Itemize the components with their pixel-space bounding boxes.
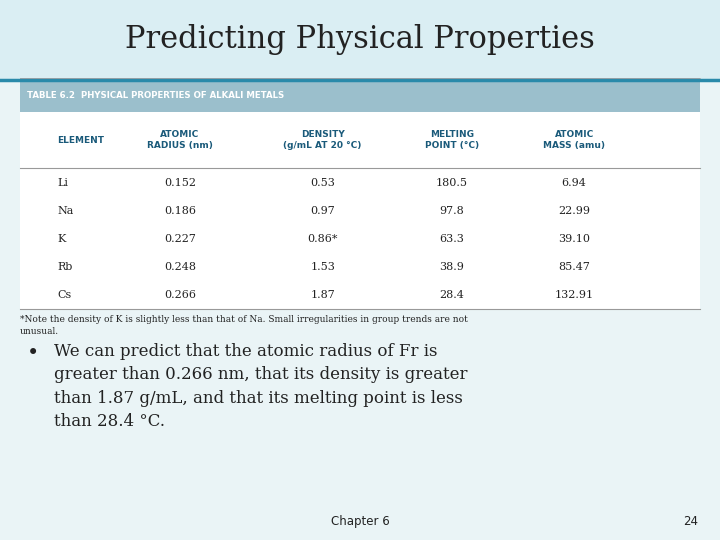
Text: ATOMIC
RADIUS (nm): ATOMIC RADIUS (nm) — [147, 130, 213, 150]
Text: 1.87: 1.87 — [310, 290, 335, 300]
Bar — [20, 78, 700, 112]
Text: 22.99: 22.99 — [558, 206, 590, 215]
Text: *Note the density of K is slightly less than that of Na. Small irregularities in: *Note the density of K is slightly less … — [20, 315, 468, 336]
Bar — [20, 112, 700, 168]
Text: DENSITY
(g/mL AT 20 °C): DENSITY (g/mL AT 20 °C) — [284, 130, 362, 150]
Text: 180.5: 180.5 — [436, 178, 468, 187]
Text: K: K — [58, 234, 66, 244]
Text: 0.97: 0.97 — [310, 206, 335, 215]
Text: TABLE 6.2  PHYSICAL PROPERTIES OF ALKALI METALS: TABLE 6.2 PHYSICAL PROPERTIES OF ALKALI … — [27, 91, 284, 99]
Text: 38.9: 38.9 — [439, 262, 464, 272]
Text: 1.53: 1.53 — [310, 262, 335, 272]
Text: MELTING
POINT (°C): MELTING POINT (°C) — [425, 130, 479, 150]
Text: 63.3: 63.3 — [439, 234, 464, 244]
Text: Rb: Rb — [58, 262, 73, 272]
Text: 28.4: 28.4 — [439, 290, 464, 300]
Text: 0.86*: 0.86* — [307, 234, 338, 244]
Text: Predicting Physical Properties: Predicting Physical Properties — [125, 24, 595, 56]
Text: 24: 24 — [683, 515, 698, 528]
Text: 97.8: 97.8 — [439, 206, 464, 215]
Text: 85.47: 85.47 — [558, 262, 590, 272]
Text: 39.10: 39.10 — [558, 234, 590, 244]
Bar — [0, 0, 720, 80]
Text: 0.53: 0.53 — [310, 178, 335, 187]
Text: 0.227: 0.227 — [164, 234, 196, 244]
Text: Li: Li — [58, 178, 68, 187]
Text: ELEMENT: ELEMENT — [58, 136, 104, 145]
Text: 0.186: 0.186 — [164, 206, 196, 215]
Text: 132.91: 132.91 — [554, 290, 594, 300]
Text: Chapter 6: Chapter 6 — [330, 515, 390, 528]
Bar — [20, 168, 700, 309]
Text: •: • — [27, 343, 40, 363]
Text: 6.94: 6.94 — [562, 178, 587, 187]
Text: 0.248: 0.248 — [164, 262, 196, 272]
Text: Cs: Cs — [58, 290, 72, 300]
Text: Na: Na — [58, 206, 74, 215]
Text: 0.266: 0.266 — [164, 290, 196, 300]
Text: ATOMIC
MASS (amu): ATOMIC MASS (amu) — [543, 130, 605, 150]
Text: We can predict that the atomic radius of Fr is
greater than 0.266 nm, that its d: We can predict that the atomic radius of… — [54, 343, 467, 430]
Text: 0.152: 0.152 — [164, 178, 196, 187]
